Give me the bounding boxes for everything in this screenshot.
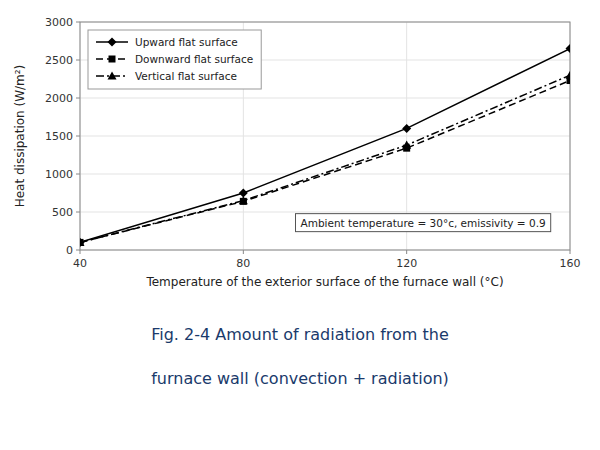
legend-frame [88, 30, 261, 89]
tick [406, 250, 407, 254]
tick-label: 3000 [45, 16, 73, 29]
tick [76, 250, 80, 251]
caption: Fig. 2-4 Amount of radiation from the [151, 325, 449, 344]
grid-line [80, 98, 570, 99]
tick [76, 22, 80, 23]
annotation-text: Ambient temperature = 30°c, emissivity =… [301, 217, 546, 229]
caption: furnace wall (convection + radiation) [151, 369, 449, 388]
legend: Upward flat surface Downward flat surface… [88, 30, 261, 89]
tick-label: 1000 [45, 168, 73, 181]
point-marker [402, 141, 411, 149]
plot-frame [80, 22, 570, 250]
tick [76, 174, 80, 175]
point-marker [566, 44, 571, 53]
tick-label: 2500 [45, 54, 73, 67]
series-line [80, 49, 570, 243]
tick-label: 40 [73, 257, 87, 270]
series-line [80, 81, 570, 243]
legend-label: Upward flat surface [135, 36, 238, 48]
tick-label: 500 [52, 206, 73, 219]
tick-label: 160 [560, 257, 581, 270]
tick [80, 250, 81, 254]
tick-label: 0 [66, 244, 73, 257]
legend-label: Vertical flat surface [135, 70, 237, 82]
annotation-box [296, 214, 551, 232]
tick-label: 120 [396, 257, 417, 270]
legend-marker [108, 72, 117, 80]
grid-line [80, 136, 570, 137]
tick [570, 250, 571, 254]
tick [76, 60, 80, 61]
point-marker [566, 71, 571, 79]
tick [76, 136, 80, 137]
point-marker [402, 124, 411, 133]
grid-line [80, 212, 570, 213]
point-marker [80, 238, 85, 247]
tick-label: 2000 [45, 92, 73, 105]
background [0, 0, 600, 450]
x-axis-label: Temperature of the exterior surface of t… [145, 275, 503, 289]
legend-marker [108, 38, 117, 47]
tick [76, 212, 80, 213]
tick-label: 80 [236, 257, 250, 270]
tick-label: 1500 [45, 130, 73, 143]
legend-label: Downward flat surface [135, 53, 253, 65]
point-marker [239, 196, 248, 204]
chart: 0 500 1000 1500 2000 2500 3000 40 80 120 160 Temper… [0, 0, 600, 450]
plot-area [80, 44, 570, 247]
y-axis-label: Heat dissipation (W/m²) [13, 65, 27, 208]
legend-marker [109, 56, 116, 63]
tick [76, 98, 80, 99]
series-line [80, 75, 570, 242]
annotation: Ambient temperature = 30°c, emissivity =… [296, 214, 551, 232]
point-marker [80, 238, 85, 246]
grid [80, 22, 570, 250]
tick [243, 250, 244, 254]
